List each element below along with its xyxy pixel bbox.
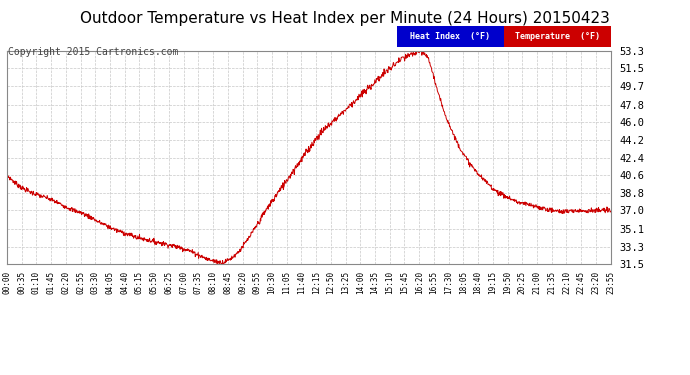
Text: Temperature  (°F): Temperature (°F) [515,32,600,41]
Text: Copyright 2015 Cartronics.com: Copyright 2015 Cartronics.com [8,47,179,57]
Text: Outdoor Temperature vs Heat Index per Minute (24 Hours) 20150423: Outdoor Temperature vs Heat Index per Mi… [80,11,610,26]
Text: Heat Index  (°F): Heat Index (°F) [411,32,490,41]
